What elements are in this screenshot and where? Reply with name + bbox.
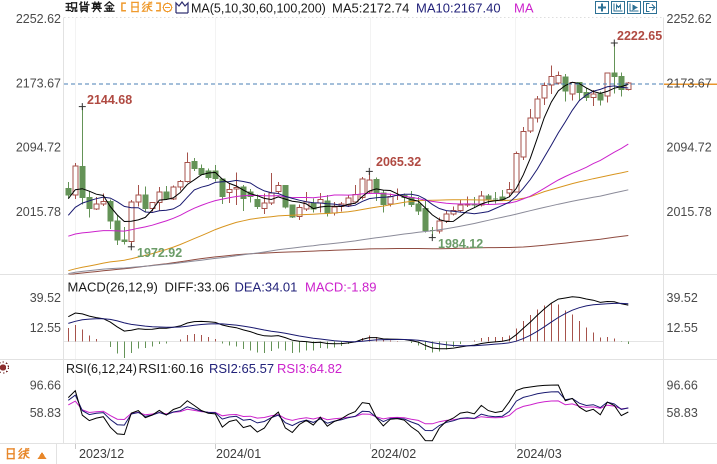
svg-text:2024/01: 2024/01 (216, 447, 261, 461)
svg-text:2252.62: 2252.62 (16, 12, 61, 26)
svg-text:2023/12: 2023/12 (79, 447, 124, 461)
svg-text:1972.92: 1972.92 (137, 246, 182, 260)
svg-text:2252.62: 2252.62 (667, 12, 712, 26)
svg-text:12.55: 12.55 (30, 321, 61, 335)
svg-text:DEA:34.01: DEA:34.01 (235, 280, 298, 295)
svg-text:MA(5,10,30,60,100,200): MA(5,10,30,60,100,200) (191, 2, 326, 16)
svg-text:2173.67: 2173.67 (16, 76, 61, 90)
svg-text:2015.78: 2015.78 (16, 205, 61, 219)
svg-text:2094.72: 2094.72 (16, 141, 61, 155)
svg-text:RSI(6,12,24): RSI(6,12,24) (66, 362, 137, 376)
svg-text:96.66: 96.66 (667, 378, 698, 392)
svg-text:MACD(26,12,9): MACD(26,12,9) (68, 280, 158, 295)
svg-text:RSI3:64.82: RSI3:64.82 (277, 361, 342, 376)
svg-text:2144.68: 2144.68 (87, 93, 132, 107)
svg-text:2015.78: 2015.78 (667, 205, 712, 219)
svg-text:RSI2:65.57: RSI2:65.57 (209, 361, 274, 376)
svg-text:2222.65: 2222.65 (617, 29, 662, 43)
svg-text:1984.12: 1984.12 (438, 237, 483, 251)
svg-text:58.83: 58.83 (30, 406, 61, 420)
svg-text:2065.32: 2065.32 (376, 155, 421, 169)
svg-text:39.52: 39.52 (667, 291, 698, 305)
svg-text:96.66: 96.66 (30, 378, 61, 392)
svg-text:DIFF:33.06: DIFF:33.06 (165, 280, 230, 295)
svg-text:2024/02: 2024/02 (371, 447, 416, 461)
svg-text:2094.72: 2094.72 (667, 141, 712, 155)
svg-text:58.83: 58.83 (667, 406, 698, 420)
svg-text:39.52: 39.52 (30, 291, 61, 305)
svg-text:MACD:-1.89: MACD:-1.89 (305, 280, 377, 295)
svg-text:MA5:2172.74: MA5:2172.74 (332, 1, 409, 16)
svg-text:12.55: 12.55 (667, 321, 698, 335)
svg-text:RSI1:60.16: RSI1:60.16 (139, 361, 204, 376)
svg-text:MA10:2167.40: MA10:2167.40 (416, 1, 501, 16)
svg-text:MA: MA (514, 1, 534, 16)
svg-text:2024/03: 2024/03 (517, 447, 562, 461)
svg-text:2173.67: 2173.67 (667, 76, 712, 90)
